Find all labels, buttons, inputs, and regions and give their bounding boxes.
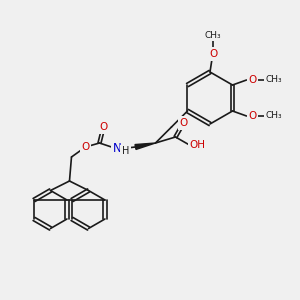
Text: O: O [179,118,188,128]
Text: N: N [113,142,122,155]
Text: CH₃: CH₃ [205,31,221,40]
Text: O: O [209,49,217,59]
Text: CH₃: CH₃ [265,112,282,121]
Text: CH₃: CH₃ [265,76,282,85]
Polygon shape [135,143,155,149]
Text: O: O [81,142,90,152]
Text: O: O [99,122,108,132]
Text: O: O [248,111,256,121]
Text: H: H [122,146,129,156]
Text: O: O [248,75,256,85]
Text: OH: OH [190,140,206,150]
